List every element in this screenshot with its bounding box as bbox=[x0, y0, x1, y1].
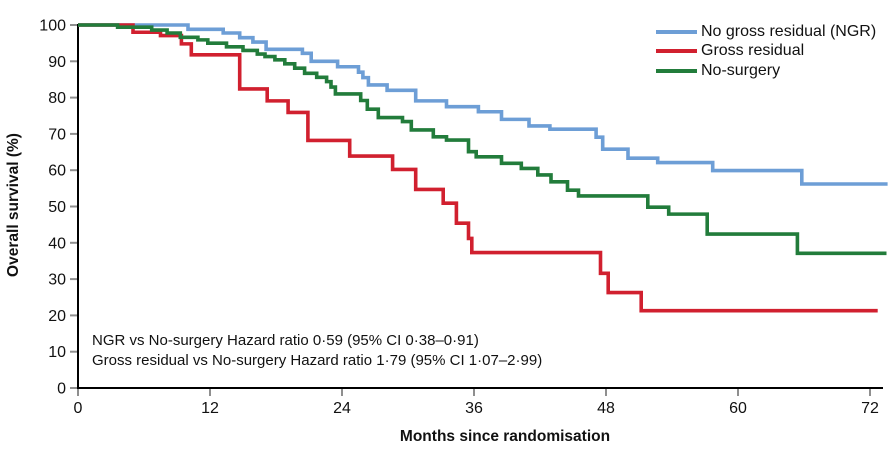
y-tick-label: 60 bbox=[48, 163, 66, 180]
y-tick-label: 80 bbox=[48, 90, 66, 107]
y-tick-label: 0 bbox=[57, 381, 66, 398]
x-tick-label: 36 bbox=[465, 400, 483, 417]
legend-label-gross-residual: Gross residual bbox=[701, 42, 805, 60]
legend-item-gross-residual: Gross residual bbox=[656, 42, 876, 62]
legend-item-ngr: No gross residual (NGR) bbox=[656, 22, 876, 42]
hazard-ratio-annotation: NGR vs No-surgery Hazard ratio 0·59 (95%… bbox=[92, 331, 542, 370]
hazard-ratio-line-1: NGR vs No-surgery Hazard ratio 0·59 (95%… bbox=[92, 332, 479, 349]
legend-label-no-surgery: No-surgery bbox=[701, 61, 781, 79]
legend-label-ngr: No gross residual (NGR) bbox=[701, 22, 877, 40]
survival-curve-no-surgery bbox=[78, 23, 887, 256]
x-axis-title: Months since randomisation bbox=[399, 428, 611, 445]
y-tick-label: 90 bbox=[48, 54, 66, 71]
legend-item-no-surgery: No-surgery bbox=[656, 61, 876, 81]
x-tick-label: 60 bbox=[729, 400, 747, 417]
y-tick-label: 10 bbox=[48, 344, 66, 361]
y-tick-label: 30 bbox=[48, 272, 66, 289]
survival-curve-gross-residual bbox=[78, 23, 878, 313]
x-tick-label: 48 bbox=[597, 400, 615, 417]
x-tick-label: 72 bbox=[861, 400, 879, 417]
x-tick-label: 0 bbox=[74, 400, 83, 417]
y-tick-label: 20 bbox=[48, 308, 66, 325]
legend-line-gross-residual-icon bbox=[656, 49, 697, 54]
x-tick-label: 12 bbox=[201, 400, 219, 417]
x-tick-label: 24 bbox=[333, 400, 351, 417]
y-tick-label: 50 bbox=[48, 199, 66, 216]
y-tick-label: 40 bbox=[48, 235, 66, 252]
legend-line-ngr-icon bbox=[656, 29, 697, 34]
hazard-ratio-line-2: Gross residual vs No-surgery Hazard rati… bbox=[92, 351, 543, 369]
y-axis-title: Overall survival (%) bbox=[5, 133, 22, 277]
legend-line-no-surgery-icon bbox=[656, 68, 697, 73]
survival-curve-no-gross-residual-ngr bbox=[78, 23, 888, 186]
legend: No gross residual (NGR) Gross residual N… bbox=[656, 22, 876, 81]
y-tick-label: 70 bbox=[48, 126, 66, 143]
y-tick-label: 100 bbox=[39, 18, 66, 35]
